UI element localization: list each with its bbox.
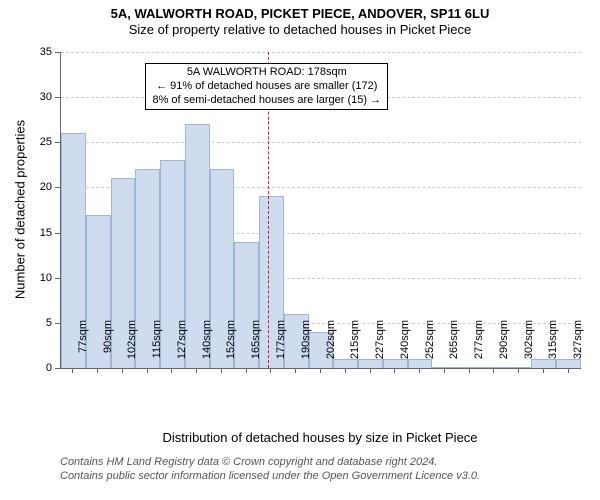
xtick-label: 240sqm xyxy=(399,320,411,376)
xtick-label: 327sqm xyxy=(572,320,584,376)
xtick-label: 115sqm xyxy=(151,320,163,376)
xtick-mark xyxy=(568,368,569,373)
xtick-mark xyxy=(171,368,172,373)
chart-footer: Contains HM Land Registry data © Crown c… xyxy=(60,456,480,484)
xtick-mark xyxy=(97,368,98,373)
xtick-mark xyxy=(394,368,395,373)
xtick-mark xyxy=(72,368,73,373)
xtick-label: 77sqm xyxy=(77,320,89,376)
xtick-mark xyxy=(518,368,519,373)
xtick-label: 290sqm xyxy=(498,320,510,376)
ytick-mark xyxy=(55,278,60,279)
xtick-mark xyxy=(147,368,148,373)
xtick-mark xyxy=(543,368,544,373)
x-axis-label: Distribution of detached houses by size … xyxy=(60,430,580,445)
ytick-mark xyxy=(55,233,60,234)
ytick-mark xyxy=(55,187,60,188)
ytick-mark xyxy=(55,97,60,98)
xtick-label: 215sqm xyxy=(349,320,361,376)
xtick-label: 140sqm xyxy=(201,320,213,376)
xtick-label: 302sqm xyxy=(523,320,535,376)
xtick-mark xyxy=(295,368,296,373)
ytick-label: 30 xyxy=(0,91,52,103)
footer-line-1: Contains HM Land Registry data © Crown c… xyxy=(60,456,480,470)
xtick-mark xyxy=(221,368,222,373)
xtick-label: 177sqm xyxy=(275,320,287,376)
ytick-label: 35 xyxy=(0,46,52,58)
xtick-label: 315sqm xyxy=(547,320,559,376)
ytick-mark xyxy=(55,323,60,324)
grid-line xyxy=(61,142,581,143)
ytick-mark xyxy=(55,52,60,53)
xtick-mark xyxy=(370,368,371,373)
annotation-line: 8% of semi-detached houses are larger (1… xyxy=(152,94,381,108)
xtick-mark xyxy=(246,368,247,373)
footer-line-2: Contains public sector information licen… xyxy=(60,470,480,484)
xtick-mark xyxy=(419,368,420,373)
xtick-label: 127sqm xyxy=(176,320,188,376)
ytick-label: 0 xyxy=(0,362,52,374)
ytick-label: 10 xyxy=(0,272,52,284)
xtick-label: 265sqm xyxy=(448,320,460,376)
ytick-label: 25 xyxy=(0,136,52,148)
xtick-mark xyxy=(345,368,346,373)
xtick-label: 90sqm xyxy=(102,320,114,376)
xtick-label: 277sqm xyxy=(473,320,485,376)
xtick-label: 252sqm xyxy=(424,320,436,376)
xtick-mark xyxy=(122,368,123,373)
xtick-mark xyxy=(270,368,271,373)
property-size-chart: 5A, WALWORTH ROAD, PICKET PIECE, ANDOVER… xyxy=(0,0,600,500)
xtick-mark xyxy=(469,368,470,373)
ytick-mark xyxy=(55,142,60,143)
ytick-label: 15 xyxy=(0,227,52,239)
xtick-mark xyxy=(196,368,197,373)
xtick-label: 202sqm xyxy=(325,320,337,376)
xtick-label: 190sqm xyxy=(300,320,312,376)
ytick-label: 5 xyxy=(0,317,52,329)
xtick-label: 102sqm xyxy=(126,320,138,376)
grid-line xyxy=(61,52,581,53)
chart-titles: 5A, WALWORTH ROAD, PICKET PIECE, ANDOVER… xyxy=(0,6,600,37)
xtick-mark xyxy=(320,368,321,373)
xtick-mark xyxy=(444,368,445,373)
chart-subtitle: Size of property relative to detached ho… xyxy=(0,22,600,38)
ytick-label: 20 xyxy=(0,181,52,193)
ytick-mark xyxy=(55,368,60,369)
xtick-label: 152sqm xyxy=(225,320,237,376)
annotation-line: ← 91% of detached houses are smaller (17… xyxy=(152,80,381,94)
xtick-label: 165sqm xyxy=(250,320,262,376)
annotation-line: 5A WALWORTH ROAD: 178sqm xyxy=(152,66,381,80)
chart-title: 5A, WALWORTH ROAD, PICKET PIECE, ANDOVER… xyxy=(0,6,600,22)
xtick-label: 227sqm xyxy=(374,320,386,376)
annotation-box: 5A WALWORTH ROAD: 178sqm← 91% of detache… xyxy=(145,63,388,110)
xtick-mark xyxy=(493,368,494,373)
